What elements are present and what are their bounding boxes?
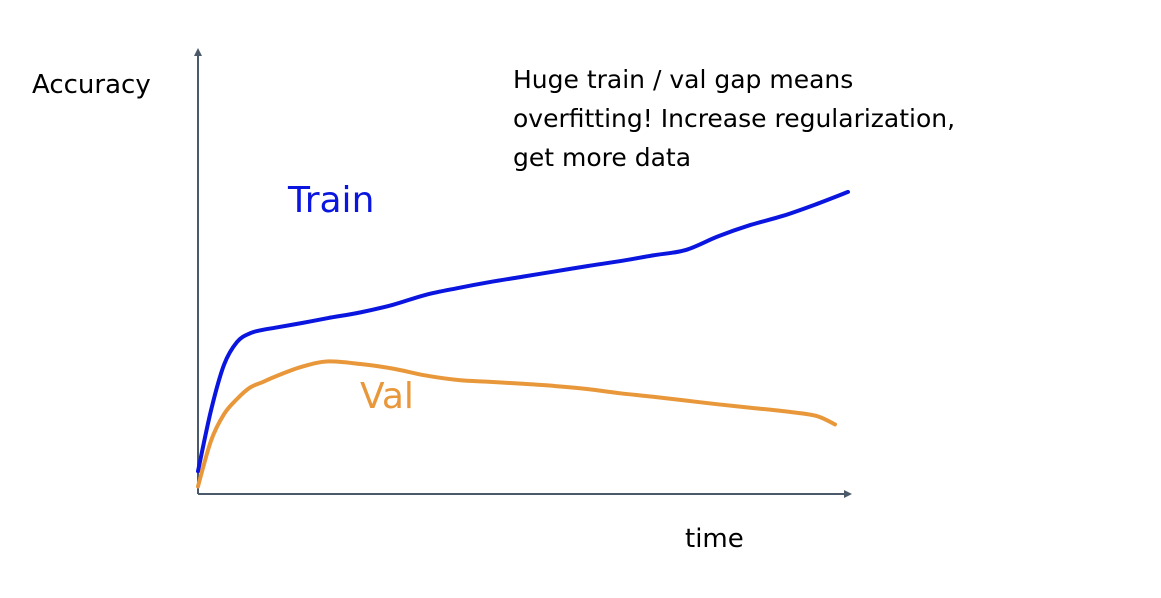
annotation-line: Huge train / val gap means bbox=[513, 65, 854, 94]
x-axis-label: time bbox=[685, 524, 744, 554]
y-axis-label: Accuracy bbox=[32, 70, 151, 100]
val-series-line bbox=[196, 359, 837, 489]
train-series-line bbox=[196, 189, 850, 474]
annotation-note: Huge train / val gap means overfitting! … bbox=[513, 60, 993, 177]
train-series-label: Train bbox=[288, 180, 375, 221]
val-series-label: Val bbox=[360, 376, 414, 417]
series-layer bbox=[196, 189, 850, 489]
annotation-line: overfitting! Increase regularization, bbox=[513, 104, 956, 133]
annotation-line: get more data bbox=[513, 143, 692, 172]
